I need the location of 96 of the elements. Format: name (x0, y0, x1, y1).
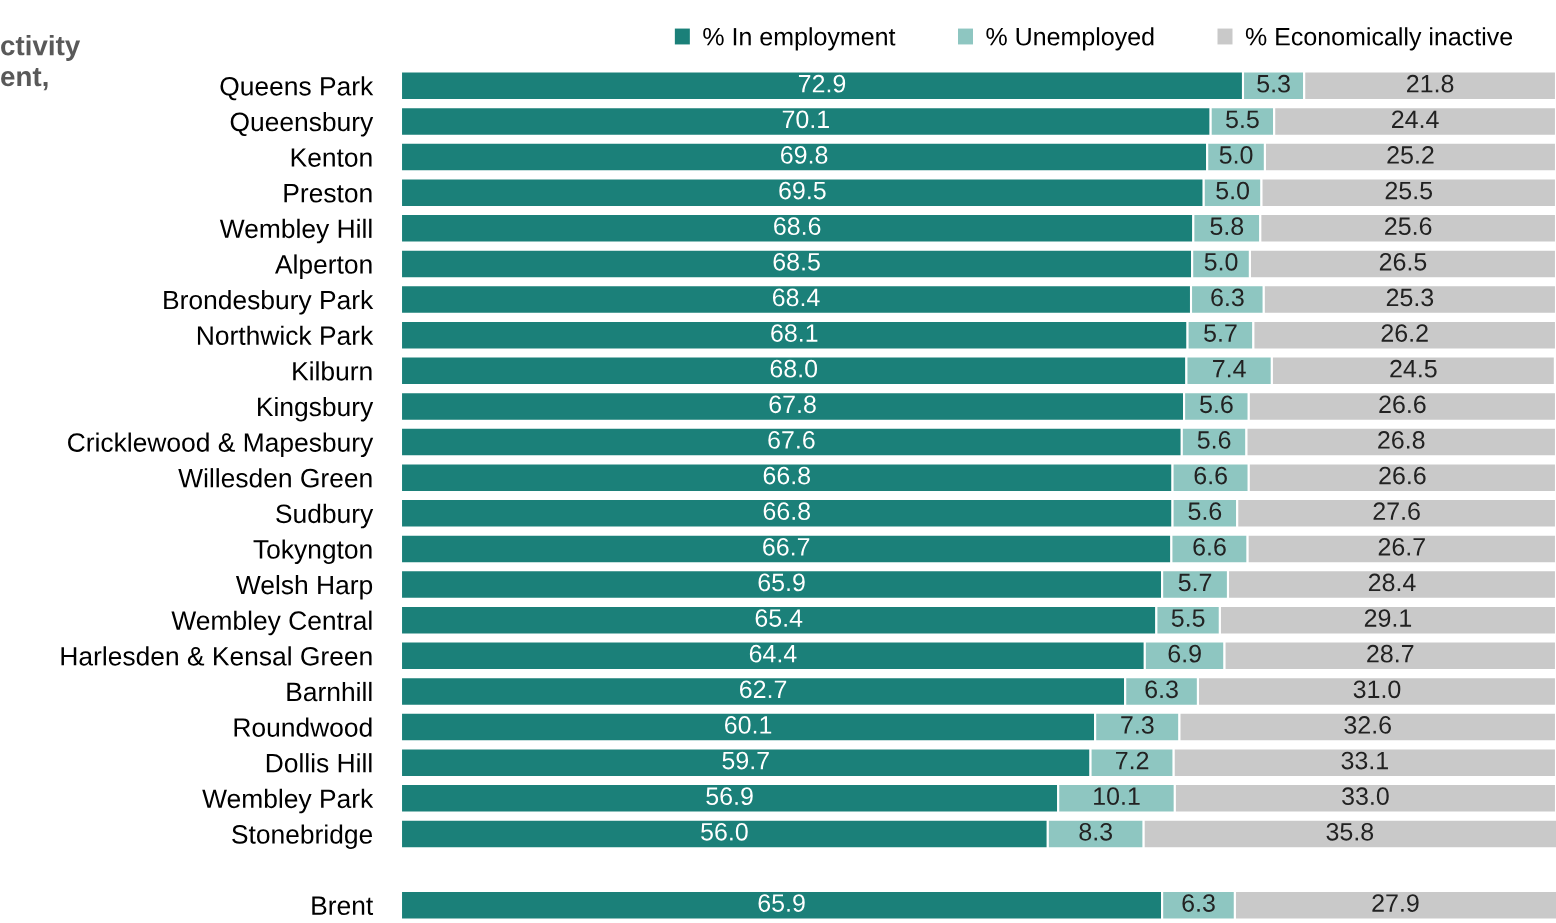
data-label: 68.6 (774, 217, 821, 236)
data-label: 5.0 (1204, 252, 1238, 271)
y-tick-label: Wembley Hill (219, 218, 372, 244)
data-label: 6.6 (1194, 466, 1227, 485)
data-label: 5.5 (1226, 110, 1259, 129)
data-label: 8.3 (1079, 822, 1113, 841)
data-label: 66.8 (763, 466, 811, 485)
y-tick-label: Kenton (291, 148, 372, 167)
data-label: 69.8 (781, 146, 828, 164)
data-label: 5.3 (1257, 74, 1290, 93)
data-label: 25.2 (1387, 146, 1434, 164)
data-label: 6.3 (1211, 288, 1244, 307)
data-label: 25.6 (1385, 217, 1432, 236)
data-label: 70.1 (782, 110, 829, 129)
data-label: 26.8 (1378, 431, 1425, 449)
y-tick-label: Kilburn (293, 361, 372, 381)
y-tick-label: Willesden Green (178, 468, 372, 488)
data-label: 65.4 (755, 609, 803, 627)
data-label: 5.0 (1216, 181, 1249, 200)
data-label: 5.7 (1178, 573, 1212, 592)
data-label: 32.6 (1344, 716, 1391, 734)
data-label: 68.1 (771, 324, 818, 342)
data-label: 67.8 (769, 395, 816, 414)
y-tick-label: Northwick Park (197, 325, 374, 346)
data-label: 62.7 (740, 680, 787, 699)
data-label: 25.3 (1386, 288, 1434, 307)
data-label: 5.6 (1197, 431, 1231, 449)
data-label: 56.0 (701, 822, 748, 841)
data-label: 7.3 (1121, 716, 1154, 734)
data-label: 10.1 (1094, 787, 1140, 806)
data-label: 69.5 (779, 181, 826, 200)
data-label: 5.6 (1188, 502, 1222, 521)
data-label: 27.6 (1373, 502, 1420, 521)
legend-label: % Economically inactive (1245, 27, 1513, 51)
y-tick-label: Alperton (274, 254, 372, 279)
y-tick-label: Brondesbury Park (164, 290, 374, 315)
data-label: 6.3 (1182, 894, 1215, 912)
y-tick-label: Barnhill (287, 681, 372, 702)
data-label: 26.5 (1379, 252, 1427, 271)
legend-label: % Unemployed (986, 27, 1154, 51)
data-label: 65.9 (758, 573, 805, 592)
data-label: 6.6 (1193, 537, 1226, 556)
data-label: 31.0 (1353, 680, 1401, 699)
data-label: 29.1 (1364, 609, 1412, 627)
data-label: 5.7 (1204, 324, 1237, 342)
data-label: 60.1 (725, 716, 772, 734)
data-label: 64.4 (749, 644, 797, 663)
data-label: 7.2 (1116, 751, 1149, 770)
data-label: 27.9 (1372, 894, 1419, 912)
y-tick-label: Queensbury (230, 111, 374, 137)
data-label: 5.0 (1219, 146, 1253, 164)
y-tick-label: Dollis Hill (266, 753, 372, 773)
data-label: 68.0 (770, 359, 818, 378)
data-label: 72.9 (798, 74, 846, 93)
data-label: 24.5 (1390, 359, 1437, 378)
y-tick-label: Harlesden & Kensal Green (61, 646, 372, 666)
y-tick-label: Sudbury (276, 503, 374, 529)
y-tick-label: Preston (284, 184, 372, 203)
data-label: 56.9 (706, 787, 753, 806)
data-label: 33.1 (1341, 751, 1388, 770)
data-label: 68.5 (773, 252, 820, 271)
data-label: 25.5 (1385, 181, 1433, 200)
y-tick-label: Queens Park (220, 76, 374, 101)
data-label: 28.4 (1368, 573, 1416, 592)
y-tick-label: Tokyngton (253, 539, 372, 564)
data-label: 6.9 (1168, 644, 1201, 663)
data-label: 24.4 (1392, 110, 1439, 128)
y-tick-label: Wembley Central (171, 610, 372, 636)
y-tick-label: Welsh Harp (235, 575, 373, 600)
data-label: 26.6 (1379, 466, 1426, 485)
data-label: 59.7 (722, 751, 769, 770)
data-label: 28.7 (1367, 644, 1414, 663)
data-label: 7.4 (1213, 360, 1246, 378)
y-tick-label: Kingsbury (258, 396, 374, 422)
data-label: 65.9 (758, 894, 805, 912)
data-label: 26.2 (1381, 324, 1428, 342)
series-label: % In employment (703, 27, 896, 51)
data-label: 5.5 (1171, 609, 1205, 627)
data-label: 66.7 (763, 537, 810, 556)
y-tick-label: Stonebridge (232, 824, 373, 849)
text: ctivity ent, (1, 35, 81, 91)
data-label: 67.6 (768, 431, 815, 449)
data-label: 5.8 (1210, 217, 1244, 236)
y-tick-label: Wembley Park (202, 788, 374, 814)
y-tick-label: Brent (312, 896, 374, 916)
y-tick-label: Roundwood (234, 717, 372, 737)
data-label: 35.8 (1326, 822, 1374, 841)
data-label: 26.7 (1378, 537, 1425, 556)
data-label: 68.4 (772, 288, 820, 307)
data-label: 26.6 (1379, 395, 1426, 414)
data-label: 6.3 (1145, 680, 1178, 699)
y-tick-label: Cricklewood & Mapesbury (68, 432, 374, 458)
data-label: 21.8 (1407, 74, 1454, 93)
data-label: 5.6 (1200, 395, 1233, 414)
data-label: 33.0 (1342, 787, 1389, 806)
data-label: 66.8 (763, 502, 811, 521)
